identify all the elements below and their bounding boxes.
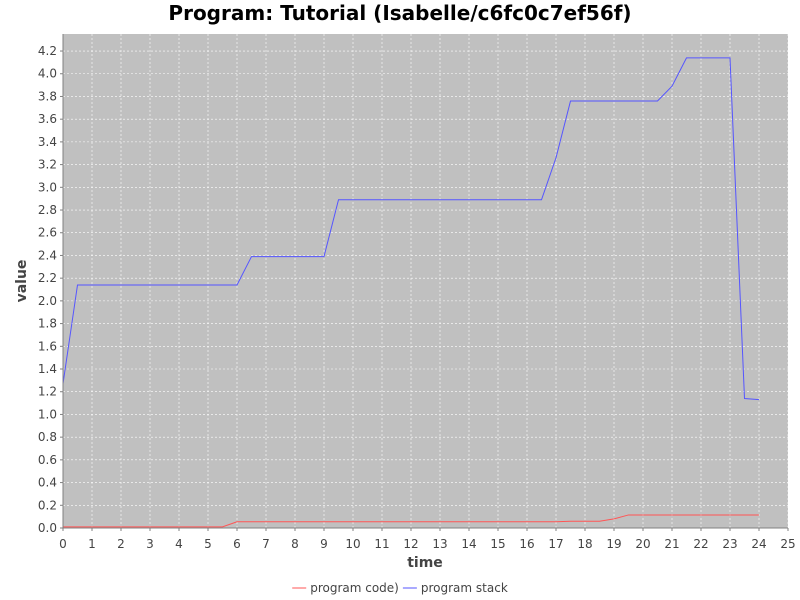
x-tick-label: 8 [291, 537, 299, 551]
x-tick-label: 20 [635, 537, 650, 551]
y-tick-label: 1.4 [38, 362, 57, 376]
x-tick-label: 3 [146, 537, 154, 551]
y-tick-label: 2.6 [38, 226, 57, 240]
grid-lines [63, 34, 789, 528]
series-line-0 [63, 514, 759, 528]
x-tick-label: 24 [751, 537, 766, 551]
y-tick-label: 4.0 [38, 67, 57, 81]
y-tick-label: 1.6 [38, 339, 57, 353]
x-tick-label: 19 [606, 537, 621, 551]
y-tick-label: 3.2 [38, 158, 57, 172]
series-lines [62, 57, 760, 528]
y-tick-label: 3.8 [38, 89, 57, 103]
y-tick-label: 2.2 [38, 271, 57, 285]
y-tick-label: 2.4 [38, 248, 57, 262]
x-tick-label: 10 [345, 537, 360, 551]
x-tick-label: 5 [204, 537, 212, 551]
y-tick-label: 3.0 [38, 180, 57, 194]
y-tick-label: 3.4 [38, 135, 57, 149]
x-tick-label: 17 [548, 537, 563, 551]
plot-background [63, 34, 788, 528]
legend-label-1: program stack [421, 581, 508, 595]
x-tick-label: 4 [175, 537, 183, 551]
x-tick-label: 16 [519, 537, 534, 551]
y-axis-label: value [14, 260, 30, 303]
x-tick-label: 11 [374, 537, 389, 551]
y-tick-label: 0.6 [38, 453, 57, 467]
y-tick-label: 2.8 [38, 203, 57, 217]
x-tick-label: 7 [262, 537, 270, 551]
x-tick-label: 2 [117, 537, 125, 551]
x-tick-label: 21 [664, 537, 679, 551]
x-tick-label: 14 [461, 537, 476, 551]
y-tick-label: 0.8 [38, 430, 57, 444]
y-tick-label: 2.0 [38, 294, 57, 308]
x-tick-label: 25 [780, 537, 795, 551]
x-tick-label: 9 [320, 537, 328, 551]
y-tick-label: 0.0 [38, 521, 57, 535]
tick-labels: 0 1 2 3 4 5 6 7 8 9 10 11 12 13 14 15 16 17 18 19 20 21 22 23 24… [38, 44, 796, 551]
y-tick-label: 0.4 [38, 476, 57, 490]
y-tick-label: 0.2 [38, 498, 57, 512]
series-line-1 [62, 57, 760, 401]
x-tick-label: 15 [490, 537, 505, 551]
x-axis-label: time [407, 555, 443, 571]
x-tick-label: 23 [722, 537, 737, 551]
y-tick-label: 4.2 [38, 44, 57, 58]
x-tick-label: 13 [432, 537, 447, 551]
x-tick-label: 1 [88, 537, 96, 551]
y-tick-label: 1.8 [38, 317, 57, 331]
legend: program code) program stack [292, 581, 508, 595]
x-tick-label: 22 [693, 537, 708, 551]
x-tick-label: 0 [59, 537, 67, 551]
axes [62, 34, 788, 529]
x-tick-label: 6 [233, 537, 241, 551]
y-tick-label: 3.6 [38, 112, 57, 126]
x-tick-label: 12 [403, 537, 418, 551]
legend-label-0: program code) [310, 581, 399, 595]
y-tick-label: 1.0 [38, 407, 57, 421]
chart-title: Program: Tutorial (Isabelle/c6fc0c7ef56f… [168, 1, 631, 25]
y-tick-label: 1.2 [38, 385, 57, 399]
x-tick-label: 18 [577, 537, 592, 551]
